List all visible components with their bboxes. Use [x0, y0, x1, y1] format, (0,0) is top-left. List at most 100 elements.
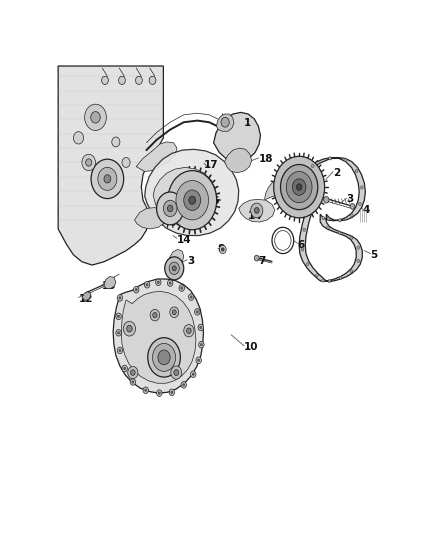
Polygon shape [134, 207, 166, 229]
Circle shape [134, 286, 139, 293]
Circle shape [155, 279, 161, 286]
Circle shape [183, 384, 185, 386]
Circle shape [157, 192, 184, 225]
Circle shape [344, 158, 346, 161]
Text: 3: 3 [346, 195, 354, 204]
Circle shape [165, 257, 184, 280]
Circle shape [169, 262, 179, 274]
Text: 17: 17 [204, 159, 219, 169]
Polygon shape [145, 149, 239, 236]
Circle shape [167, 280, 173, 286]
Circle shape [339, 276, 342, 279]
Circle shape [190, 296, 192, 298]
Text: 8: 8 [218, 245, 225, 254]
Circle shape [339, 219, 341, 222]
Circle shape [117, 347, 123, 354]
Circle shape [148, 338, 180, 377]
Text: 16: 16 [206, 196, 221, 206]
Polygon shape [153, 167, 216, 225]
Circle shape [172, 266, 176, 271]
Circle shape [158, 392, 160, 394]
Circle shape [158, 350, 170, 365]
Circle shape [222, 248, 224, 251]
Circle shape [119, 349, 121, 352]
Circle shape [145, 389, 147, 391]
Circle shape [156, 390, 162, 397]
Circle shape [199, 342, 204, 348]
Circle shape [184, 325, 194, 337]
Circle shape [200, 343, 202, 346]
Circle shape [167, 205, 173, 212]
Polygon shape [299, 158, 365, 281]
Circle shape [124, 321, 135, 336]
Circle shape [355, 169, 358, 173]
Polygon shape [216, 114, 234, 131]
Circle shape [359, 202, 361, 206]
Text: 2: 2 [333, 168, 340, 177]
Polygon shape [121, 292, 196, 383]
Circle shape [91, 159, 124, 199]
Circle shape [132, 381, 134, 383]
Circle shape [117, 295, 123, 301]
Circle shape [196, 357, 201, 364]
Circle shape [169, 282, 171, 284]
Circle shape [357, 246, 360, 249]
Circle shape [172, 310, 176, 314]
Circle shape [145, 281, 150, 288]
Circle shape [274, 156, 325, 218]
Polygon shape [224, 148, 251, 173]
Circle shape [360, 186, 363, 189]
Circle shape [122, 158, 130, 167]
Circle shape [221, 117, 229, 127]
Text: 14: 14 [177, 235, 191, 245]
Circle shape [350, 214, 353, 217]
Text: 10: 10 [244, 342, 259, 352]
Circle shape [200, 326, 202, 329]
Circle shape [163, 200, 177, 216]
Circle shape [152, 343, 176, 372]
Polygon shape [265, 180, 284, 199]
Text: 14: 14 [248, 211, 263, 221]
Circle shape [119, 76, 125, 85]
Text: 5: 5 [371, 250, 378, 260]
Circle shape [191, 371, 196, 377]
Circle shape [189, 196, 196, 204]
Circle shape [321, 279, 324, 282]
Circle shape [117, 332, 120, 334]
Circle shape [91, 111, 100, 123]
Text: 1: 1 [244, 118, 251, 128]
Circle shape [286, 172, 312, 203]
Polygon shape [58, 66, 163, 265]
Circle shape [82, 154, 95, 171]
Circle shape [198, 359, 200, 361]
Circle shape [306, 263, 309, 266]
Circle shape [280, 165, 318, 209]
Circle shape [168, 171, 217, 230]
Circle shape [112, 137, 120, 147]
Text: 12: 12 [78, 294, 93, 304]
Circle shape [350, 236, 353, 240]
Circle shape [297, 184, 302, 190]
Text: 7: 7 [258, 256, 266, 266]
Circle shape [104, 175, 111, 183]
Circle shape [117, 315, 120, 318]
Circle shape [327, 217, 330, 220]
Circle shape [128, 366, 138, 379]
Circle shape [116, 313, 121, 320]
Circle shape [149, 76, 156, 85]
Circle shape [311, 164, 314, 167]
Circle shape [293, 179, 306, 195]
Circle shape [198, 324, 203, 330]
Polygon shape [104, 277, 116, 289]
Circle shape [98, 167, 117, 190]
Circle shape [135, 76, 142, 85]
Polygon shape [169, 249, 184, 267]
Polygon shape [113, 279, 203, 393]
Circle shape [188, 294, 194, 301]
Circle shape [254, 255, 259, 261]
Text: 13: 13 [102, 280, 117, 290]
Polygon shape [239, 199, 275, 222]
Circle shape [171, 391, 173, 393]
Text: 6: 6 [297, 239, 305, 249]
Text: 9: 9 [169, 268, 176, 278]
